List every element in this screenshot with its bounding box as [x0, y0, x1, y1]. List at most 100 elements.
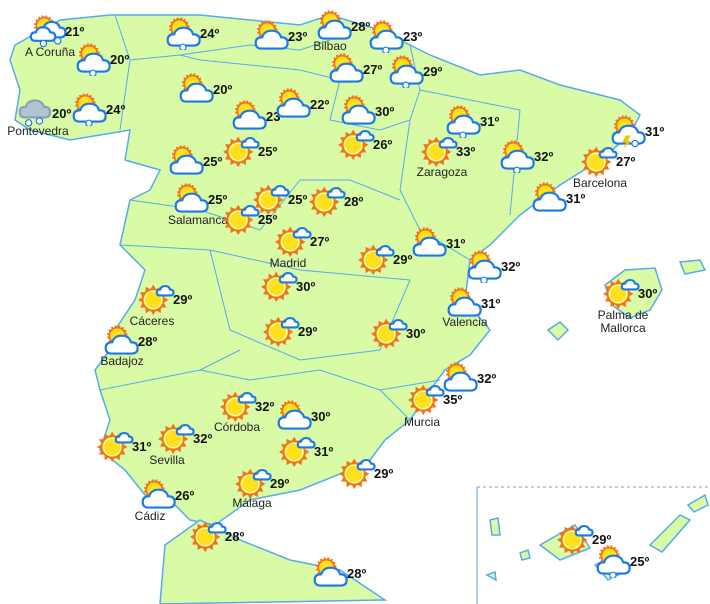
sun-cloud-icon	[581, 146, 618, 178]
sun-cloud-icon	[223, 204, 260, 236]
menorca	[678, 259, 707, 275]
la-gomera	[519, 549, 531, 561]
la-palma	[489, 517, 501, 536]
temperature: 29º	[374, 466, 394, 481]
cloud-sun-icon	[276, 88, 311, 118]
cloud-sun-icon	[254, 20, 289, 50]
sun-cloud-icon	[275, 226, 312, 258]
temperature: 33º	[456, 144, 476, 159]
cloud-sun-rain-icon	[389, 55, 424, 88]
temperature: 25º	[288, 192, 308, 207]
cloud-sun-icon	[141, 479, 176, 509]
cloud-sun-rain-icon	[166, 17, 201, 50]
sun-cloud-icon	[253, 184, 290, 216]
temperature: 31º	[566, 191, 586, 206]
temperature: 31º	[132, 439, 152, 454]
sun-cloud-icon	[97, 431, 134, 463]
temperature: 35º	[443, 392, 463, 407]
sun-cloud-icon	[408, 384, 445, 416]
cloud-sun-icon	[447, 287, 482, 317]
cloud-sun-rain-icon	[76, 43, 111, 76]
cloud-sun-icon	[412, 227, 447, 257]
temperature: 30º	[296, 279, 316, 294]
lanzarote	[686, 493, 709, 513]
sun-cloud-icon	[557, 524, 594, 556]
city-label: Cáceres	[129, 314, 175, 328]
cloud-sun-rain-icon	[500, 140, 535, 173]
cloud-sun-heavy-rain-icon	[29, 15, 67, 48]
cloud-sun-icon	[443, 362, 478, 392]
cloud-sun-rain-icon	[369, 20, 404, 53]
ibiza	[546, 321, 570, 342]
cloud-sun-icon	[179, 73, 214, 103]
sun-cloud-icon	[190, 521, 227, 553]
sun-cloud-icon	[338, 129, 375, 161]
sun-cloud-icon	[358, 244, 395, 276]
city-label: Madrid	[269, 256, 307, 270]
temperature: 32º	[501, 259, 521, 274]
temperature: 31º	[480, 114, 500, 129]
sun-cloud-icon	[279, 436, 316, 468]
temperature: 31º	[645, 124, 665, 139]
temperature: 20º	[110, 52, 130, 67]
temperature: 25º	[203, 154, 223, 169]
temperature: 20º	[52, 106, 72, 121]
temperature: 28º	[344, 194, 364, 209]
city-label: Zaragoza	[416, 165, 468, 179]
temperature: 28º	[351, 19, 371, 34]
city-label: Málaga	[232, 496, 272, 510]
sun-cloud-icon	[158, 423, 195, 455]
temperature: 28º	[225, 529, 245, 544]
temperature: 30º	[406, 326, 426, 341]
temperature: 30º	[375, 104, 395, 119]
cloud-sun-icon	[532, 182, 567, 212]
temperature: 26º	[373, 137, 393, 152]
temperature: 30º	[311, 409, 331, 424]
cloud-sun-icon	[277, 400, 312, 430]
city-label: Salamanca	[167, 213, 229, 227]
sun-cloud-icon	[235, 468, 272, 500]
sun-cloud-icon	[263, 316, 300, 348]
temperature: 24º	[106, 102, 126, 117]
temperature: 25º	[630, 554, 650, 569]
temperature: 25º	[208, 192, 228, 207]
temperature: 25º	[258, 144, 278, 159]
cloud-sun-icon	[169, 145, 204, 175]
city-label: Barcelona	[572, 176, 628, 190]
temperature: 31º	[481, 296, 501, 311]
cloud-sun-icon	[317, 10, 352, 40]
cloud-sun-rain-icon	[446, 105, 481, 138]
cloud-sun-rain-icon	[467, 250, 502, 283]
temperature: 31º	[446, 236, 466, 251]
temperature: 26º	[175, 488, 195, 503]
temperature: 23º	[288, 29, 308, 44]
rain-cloud-icon	[18, 99, 52, 127]
city-label: Valencia	[442, 315, 488, 329]
sun-cloud-icon	[138, 284, 175, 316]
temperature: 32º	[255, 399, 275, 414]
temperature: 32º	[477, 371, 497, 386]
temperature: 27º	[616, 154, 636, 169]
city-label: A Coruña	[24, 45, 76, 59]
sun-cloud-icon	[309, 186, 346, 218]
cloud-sun-icon	[174, 183, 209, 213]
city-label: Pontevedra	[7, 124, 69, 138]
cloud-sun-icon	[329, 53, 364, 83]
cloud-sun-icon	[232, 100, 267, 130]
city-label: Córdoba	[213, 420, 261, 434]
temperature: 28º	[138, 334, 158, 349]
fuerteventura	[648, 514, 692, 553]
temperature: 22º	[310, 97, 330, 112]
cloud-sun-icon	[313, 557, 348, 587]
temperature: 32º	[193, 431, 213, 446]
sun-cloud-icon	[220, 391, 257, 423]
cloud-sun-icon	[104, 325, 139, 355]
temperature: 28º	[347, 566, 367, 581]
city-label: Cádiz	[134, 509, 166, 523]
temperature: 31º	[314, 444, 334, 459]
region-borders	[99, 14, 521, 604]
temperature: 29º	[298, 324, 318, 339]
sun-cloud-icon	[371, 318, 408, 350]
sun-cloud-icon	[339, 458, 376, 490]
